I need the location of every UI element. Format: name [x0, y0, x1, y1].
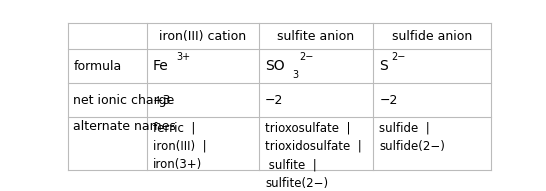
Text: Fe: Fe [153, 59, 169, 73]
Text: −2: −2 [265, 94, 283, 107]
Text: 3+: 3+ [176, 53, 190, 62]
Text: ferric  |
iron(III)  |
iron(3+): ferric | iron(III) | iron(3+) [153, 121, 206, 172]
Text: 2−: 2− [391, 53, 406, 62]
Text: sulfide  |
sulfide(2−): sulfide | sulfide(2−) [379, 121, 445, 153]
Text: net ionic charge: net ionic charge [73, 94, 175, 107]
Text: formula: formula [73, 60, 122, 73]
Text: +3: +3 [153, 94, 171, 107]
Text: S: S [379, 59, 388, 73]
Text: 2−: 2− [300, 53, 314, 62]
Text: trioxosulfate  |
trioxidosulfate  |
 sulfite  |
sulfite(2−): trioxosulfate | trioxidosulfate | sulfit… [265, 121, 362, 190]
Text: −2: −2 [379, 94, 397, 107]
Text: sulfide anion: sulfide anion [392, 30, 472, 43]
Text: iron(III) cation: iron(III) cation [159, 30, 246, 43]
Text: alternate names: alternate names [73, 120, 176, 133]
Text: SO: SO [265, 59, 284, 73]
Text: sulfite anion: sulfite anion [277, 30, 354, 43]
Text: 3: 3 [293, 70, 299, 80]
